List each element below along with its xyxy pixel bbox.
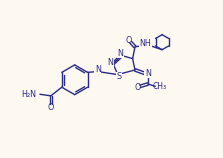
Text: O: O	[134, 83, 141, 92]
Text: O: O	[125, 36, 131, 45]
Text: CH₃: CH₃	[152, 82, 166, 91]
Text: N: N	[118, 49, 123, 58]
Text: H₂N: H₂N	[21, 90, 36, 99]
Text: N: N	[107, 58, 113, 67]
Text: N: N	[145, 69, 151, 78]
Text: NH: NH	[139, 39, 151, 48]
Text: O: O	[48, 103, 54, 112]
Text: S: S	[116, 72, 122, 81]
Text: N: N	[95, 65, 101, 74]
